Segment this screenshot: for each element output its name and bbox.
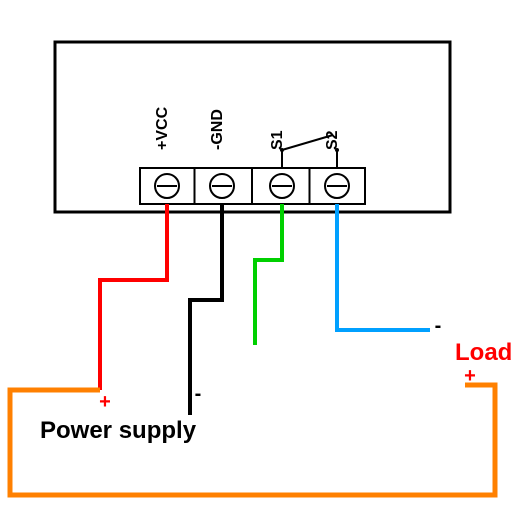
terminal-label-gnd: -GND: [209, 109, 226, 150]
power-supply-label: Power supply: [40, 417, 197, 444]
terminal-label-s2: S2: [324, 130, 341, 150]
wire-s1: [255, 204, 282, 345]
terminal-label-vcc: +VCC: [154, 106, 171, 150]
load-label: Load: [455, 339, 512, 366]
wire-s2: [337, 204, 430, 330]
load-minus-sign: -: [435, 315, 442, 337]
terminal-label-s1: S1: [269, 130, 286, 150]
supply-plus-sign: +: [99, 391, 111, 413]
load-plus-sign: +: [464, 365, 476, 387]
supply-minus-sign: -: [195, 383, 202, 405]
wiring-diagram: +VCC-GNDS1S2+-Power supply-+Load: [0, 0, 531, 514]
wire-vcc: [100, 204, 167, 390]
